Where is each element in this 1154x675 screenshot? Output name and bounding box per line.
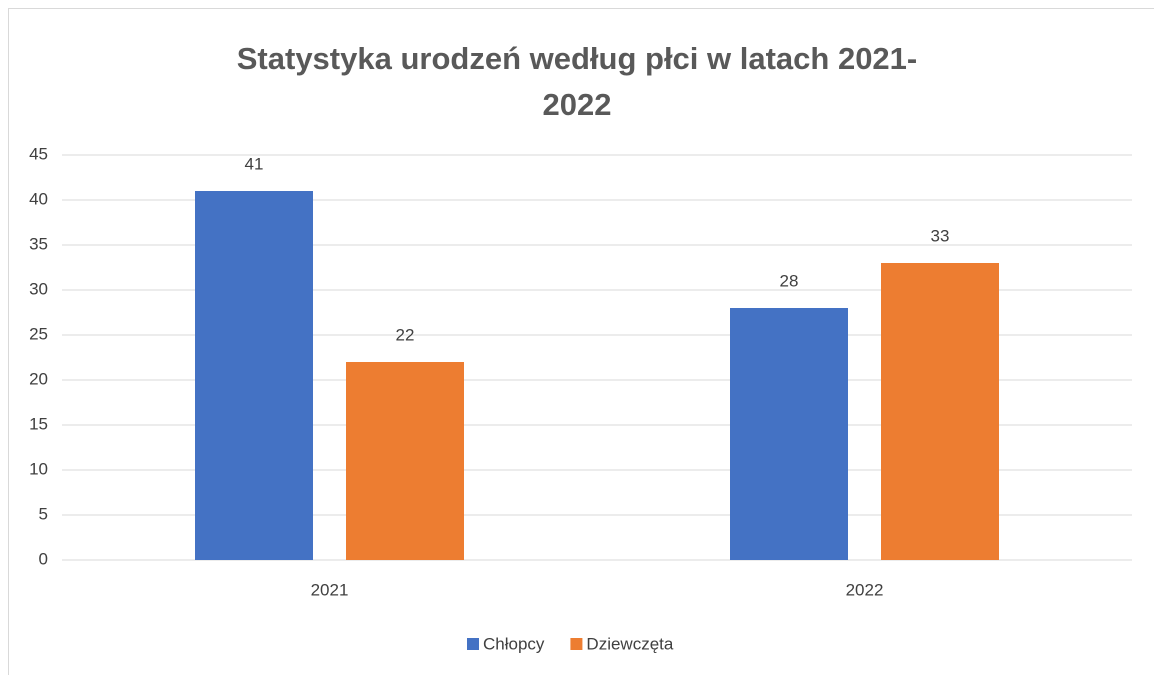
x-tick-label: 2021 bbox=[311, 580, 349, 599]
x-tick-label: 2022 bbox=[846, 580, 884, 599]
data-label: 41 bbox=[245, 154, 264, 173]
y-tick-label: 45 bbox=[29, 144, 48, 163]
y-tick-label: 15 bbox=[29, 414, 48, 433]
data-label: 33 bbox=[931, 226, 950, 245]
chart-frame bbox=[8, 8, 1154, 675]
legend-label: Chłopcy bbox=[483, 634, 545, 653]
y-tick-label: 0 bbox=[39, 549, 48, 568]
y-tick-label: 30 bbox=[29, 279, 48, 298]
legend-swatch bbox=[467, 638, 479, 650]
y-tick-label: 10 bbox=[29, 459, 48, 478]
bar bbox=[730, 308, 848, 560]
bar bbox=[195, 191, 313, 560]
legend-swatch bbox=[570, 638, 583, 650]
y-tick-label: 40 bbox=[29, 189, 48, 208]
bar bbox=[346, 362, 464, 560]
y-tick-label: 35 bbox=[29, 234, 48, 253]
data-label: 22 bbox=[396, 325, 415, 344]
y-tick-label: 25 bbox=[29, 324, 48, 343]
chart-title: Statystyka urodzeń według płci w latach … bbox=[236, 41, 918, 122]
data-label: 28 bbox=[780, 271, 799, 290]
y-tick-label: 5 bbox=[39, 504, 48, 523]
y-tick-label: 20 bbox=[29, 369, 48, 388]
bar bbox=[881, 263, 999, 560]
legend-label: Dziewczęta bbox=[586, 634, 673, 653]
